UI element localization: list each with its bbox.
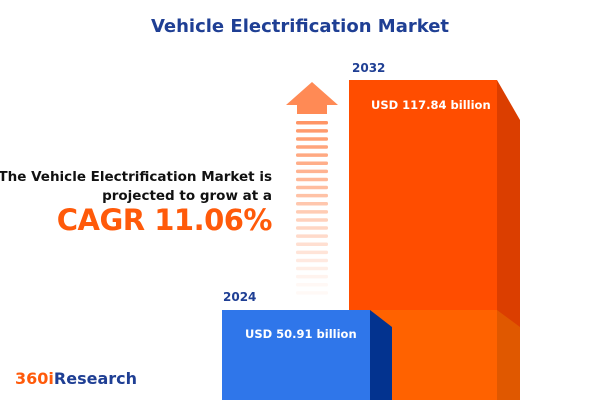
arrow-stripe bbox=[296, 202, 328, 206]
arrow-stripe bbox=[296, 129, 328, 133]
year-label-2024: 2024 bbox=[223, 290, 257, 304]
arrow-stripe bbox=[296, 283, 328, 287]
arrow-stripe bbox=[296, 226, 328, 230]
arrow-stripe bbox=[296, 218, 328, 222]
logo-part-2: Research bbox=[53, 369, 137, 388]
lead-line-2: projected to grow at a bbox=[102, 188, 272, 204]
arrow-stripe bbox=[296, 291, 328, 295]
logo-360iresearch: 360iResearch bbox=[15, 369, 137, 388]
logo-part-1: 360i bbox=[15, 369, 54, 388]
bar-2032-lower-side bbox=[497, 310, 520, 400]
arrow-stripe bbox=[296, 210, 328, 214]
arrow-stripe bbox=[296, 234, 328, 238]
page-title: Vehicle Electrification Market bbox=[150, 16, 450, 37]
arrow-stripe bbox=[296, 242, 328, 246]
arrow-stripe bbox=[296, 250, 328, 255]
growth-arrow-icon bbox=[286, 82, 338, 295]
arrow-stripe bbox=[296, 153, 328, 157]
arrow-stripe bbox=[296, 121, 328, 125]
arrow-stripe bbox=[296, 169, 328, 174]
arrow-stripe bbox=[296, 266, 328, 271]
value-label-2032: USD 117.84 billion bbox=[371, 98, 491, 112]
year-label-2032: 2032 bbox=[352, 61, 386, 75]
arrow-stripe bbox=[296, 161, 328, 165]
lead-line-1: The Vehicle Electrification Market is bbox=[0, 169, 272, 185]
arrow-stripe bbox=[296, 177, 328, 182]
cagr-value: CAGR 11.06% bbox=[56, 203, 273, 237]
arrow-stripe bbox=[296, 185, 328, 190]
arrow-stripe bbox=[296, 145, 328, 149]
arrow-stripe bbox=[296, 137, 328, 141]
arrow-stripe bbox=[296, 258, 328, 263]
bar-2024 bbox=[222, 310, 370, 400]
bar-2024-side bbox=[370, 310, 392, 400]
value-label-2024: USD 50.91 billion bbox=[245, 327, 357, 341]
arrow-stripe bbox=[296, 193, 328, 198]
cagr-lead-text: The Vehicle Electrification Market is pr… bbox=[0, 168, 272, 206]
arrow-stripe bbox=[296, 274, 328, 279]
